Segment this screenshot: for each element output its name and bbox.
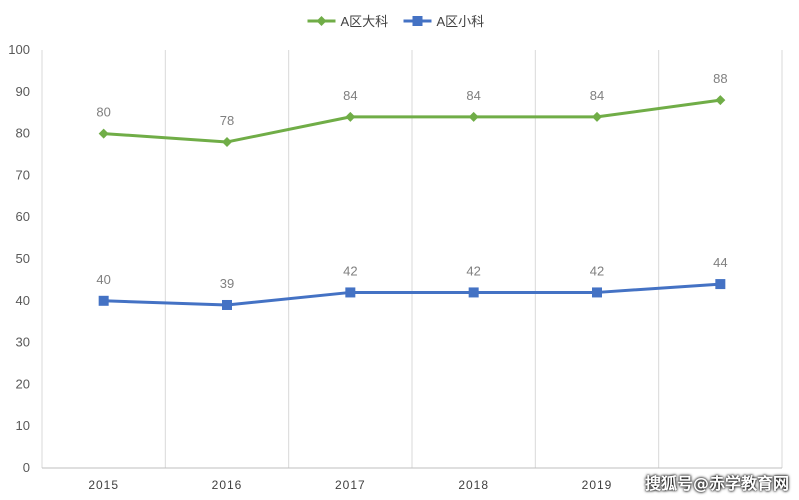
data-point: [592, 111, 602, 122]
series-line: [103, 98, 721, 144]
legend-item-1: A区大科: [307, 14, 389, 29]
series-group: 80 78 84 84 84 88 40 39 42 42 42 44: [96, 71, 728, 310]
y-tick-label: 90: [16, 84, 30, 99]
y-axis: 0 10 20 30 40 50 60 70 80 90 100: [8, 42, 30, 475]
y-tick-label: 10: [16, 418, 30, 433]
y-tick-label: 80: [16, 126, 30, 141]
y-tick-label: 40: [16, 293, 30, 308]
data-label: 84: [590, 88, 604, 103]
data-label: 84: [466, 88, 480, 103]
data-point: [468, 111, 479, 122]
y-tick-label: 100: [8, 42, 30, 57]
y-tick-label: 30: [16, 335, 30, 350]
y-tick-label: 60: [16, 209, 30, 224]
legend-label: A区小科: [437, 14, 485, 29]
grid-lines: [41, 50, 783, 468]
y-tick-label: 70: [16, 167, 30, 182]
data-point: [715, 95, 726, 106]
legend: A区大科 A区小科: [307, 14, 485, 29]
data-label: 39: [220, 276, 234, 291]
data-label: 88: [713, 71, 727, 86]
data-label: 44: [713, 255, 727, 270]
data-point: [468, 287, 479, 298]
x-axis: 2015 2016 2017 2018 2019: [42, 467, 782, 492]
x-tick-label: 2015: [88, 478, 119, 492]
y-tick-label: 0: [23, 460, 30, 475]
series-line: [103, 282, 721, 307]
data-label: 80: [96, 105, 110, 120]
series-2: 40 39 42 42 42 44: [96, 255, 728, 310]
series-1: 80 78 84 84 84 88: [96, 71, 728, 147]
data-label: 42: [466, 263, 480, 278]
legend-label: A区大科: [341, 14, 389, 29]
data-label: 78: [220, 113, 234, 128]
x-tick-label: 2019: [582, 478, 613, 492]
data-point: [222, 136, 232, 147]
data-label: 84: [343, 88, 357, 103]
y-tick-label: 20: [16, 376, 30, 391]
watermark: 搜狐号@赤学教育网: [644, 474, 789, 493]
x-tick-label: 2018: [458, 478, 489, 492]
data-point: [98, 295, 109, 306]
data-point: [98, 128, 109, 139]
data-point: [222, 299, 232, 310]
data-label: 40: [96, 272, 110, 287]
data-label: 42: [343, 263, 357, 278]
legend-item-2: A区小科: [403, 14, 485, 29]
data-point: [715, 279, 726, 290]
data-point: [592, 287, 602, 298]
y-tick-label: 50: [16, 251, 30, 266]
x-tick-label: 2017: [335, 478, 366, 492]
x-tick-label: 2016: [212, 478, 243, 492]
data-label: 42: [590, 263, 604, 278]
legend-marker: [412, 16, 423, 26]
data-point: [345, 111, 356, 122]
data-point: [345, 287, 356, 298]
legend-marker: [316, 16, 327, 26]
